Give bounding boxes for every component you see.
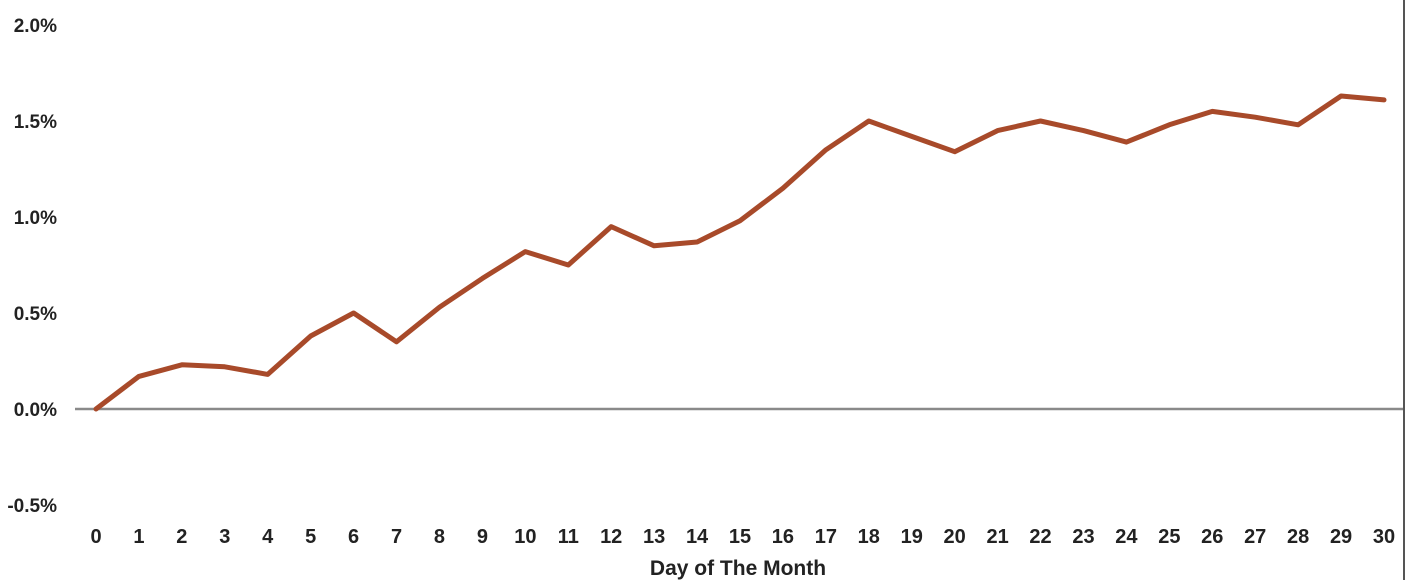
- x-tick-label: 25: [1158, 526, 1180, 548]
- x-tick-label: 28: [1287, 526, 1309, 548]
- x-tick-label: 19: [901, 526, 923, 548]
- x-tick-label: 14: [686, 526, 709, 548]
- series-line: [93, 93, 1387, 412]
- x-tick-label: 8: [434, 526, 445, 548]
- y-tick-label: 1.0%: [14, 208, 57, 229]
- x-tick-label: 10: [514, 526, 536, 548]
- x-tick-label: 20: [944, 526, 966, 548]
- x-tick-label: 7: [391, 526, 402, 548]
- x-tick-label: 27: [1244, 526, 1266, 548]
- x-tick-label: 4: [262, 526, 274, 548]
- x-tick-label: 3: [219, 526, 230, 548]
- x-tick-label: 9: [477, 526, 488, 548]
- y-tick-label: 0.5%: [14, 304, 57, 325]
- y-tick-label: 2.0%: [14, 16, 57, 37]
- y-tick-label: -0.5%: [7, 496, 57, 517]
- x-tick-label: 16: [772, 526, 794, 548]
- x-tick-label: 21: [986, 526, 1008, 548]
- x-tick-label: 22: [1029, 526, 1051, 548]
- y-tick-label: 0.0%: [14, 400, 57, 421]
- x-tick-label: 15: [729, 526, 751, 548]
- x-tick-label: 24: [1115, 526, 1138, 548]
- x-tick-label: 30: [1373, 526, 1395, 548]
- x-tick-label: 17: [815, 526, 837, 548]
- y-axis-ticks: 2.0% 1.5% 1.0% 0.5% 0.0% -0.5%: [7, 16, 57, 517]
- x-tick-label: 6: [348, 526, 359, 548]
- x-tick-label: 29: [1330, 526, 1352, 548]
- x-tick-label: 5: [305, 526, 316, 548]
- x-tick-label: 2: [176, 526, 187, 548]
- x-tick-label: 11: [558, 526, 579, 548]
- x-tick-label: 26: [1201, 526, 1223, 548]
- x-tick-label: 12: [600, 526, 622, 548]
- y-tick-label: 1.5%: [14, 112, 57, 133]
- x-tick-label: 18: [858, 526, 880, 548]
- x-tick-label: 23: [1072, 526, 1094, 548]
- x-tick-label: 13: [643, 526, 665, 548]
- x-axis-ticks: 0 1 2 3 4 5 6 7 8 9 10 11 12 13 14 15 16 17 18 19 20 21 22 23 24…: [90, 526, 1395, 548]
- x-tick-label: 1: [133, 526, 144, 548]
- x-tick-label: 0: [90, 526, 101, 548]
- x-axis-label: Day of The Month: [650, 557, 826, 580]
